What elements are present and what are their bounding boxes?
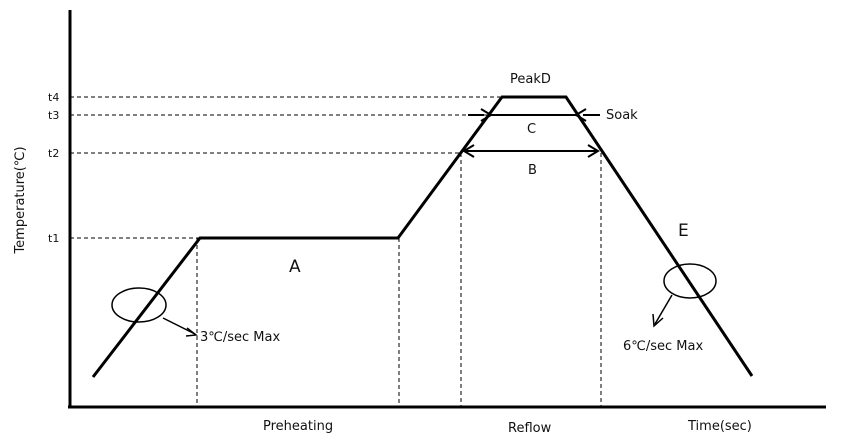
ramp-up-annotation: 3℃/sec Max — [200, 330, 280, 345]
tick-label-t2: t2 — [48, 147, 59, 160]
soak-arrow-right-head-icon — [574, 108, 587, 122]
soak-label: Soak — [606, 108, 638, 123]
ramp-up-arrowhead-icon — [185, 327, 198, 337]
peak-label: PeakD — [510, 72, 551, 87]
ramp-down-ellipse — [663, 263, 717, 299]
horizontal-guides — [70, 96, 500, 239]
region-c-label: C — [527, 122, 536, 137]
tick-label-t4: t4 — [48, 91, 59, 104]
tick-label-t1: t1 — [48, 232, 59, 245]
ramp-down-annotation: 6℃/sec Max — [623, 339, 703, 354]
temperature-profile-curve — [91, 95, 754, 378]
soak-arrow-left-head-icon — [480, 108, 493, 122]
region-e-label: E — [678, 221, 689, 241]
y-axis-label: Temperature(℃) — [13, 146, 28, 254]
region-a-label: A — [289, 257, 301, 277]
x-label-reflow: Reflow — [508, 421, 552, 436]
vertical-guides — [196, 153, 602, 407]
ramp-down-arrowhead-icon — [652, 313, 664, 328]
region-b-label: B — [528, 163, 537, 178]
ramp-up-arrow-icon — [162, 317, 196, 335]
x-label-preheating: Preheating — [263, 419, 333, 434]
ramp-up-ellipse — [111, 287, 167, 323]
region-b-right-arrowhead-icon — [587, 144, 600, 158]
tick-label-t3: t3 — [48, 109, 59, 122]
x-label-time: Time(sec) — [687, 419, 752, 434]
ramp-down-arrow-icon — [654, 294, 673, 325]
region-b-left-arrowhead-icon — [462, 144, 475, 158]
